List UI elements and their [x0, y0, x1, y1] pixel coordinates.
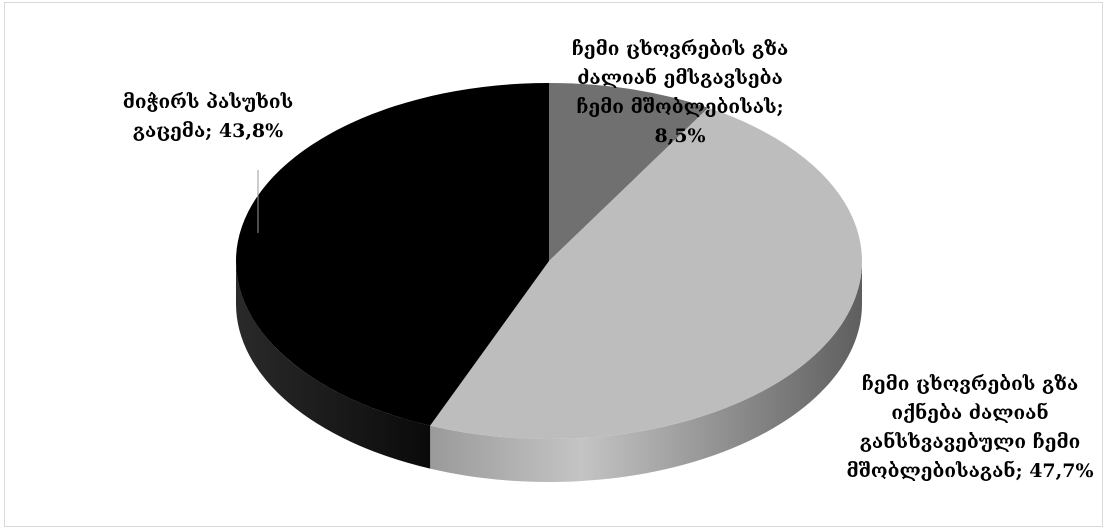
- slice-label-2: ჩემი ცხოვრების გზა იქნება ძალიან განსხვავე…: [846, 373, 1093, 482]
- slice-label-1: ჩემი ცხოვრების გზა ძალიან ემსგავსება ჩემი …: [572, 38, 788, 147]
- slice-label-line: ჩემი ცხოვრების გზა: [862, 373, 1078, 395]
- pie-slice-2: [430, 107, 862, 440]
- slice-label-line: ჩემი მშობლებისას;: [576, 96, 783, 118]
- slice-labels: ჩემი ცხოვრების გზა ძალიან ემსგავსება ჩემი …: [123, 38, 1094, 482]
- slice-label-line: ძალიან ემსგავსება: [577, 66, 783, 89]
- pie-side-3: [236, 261, 431, 469]
- pie-sides: [236, 261, 862, 482]
- slice-label-line: ჩემი ცხოვრების გზა: [572, 38, 788, 60]
- pie-slices: [235, 83, 862, 440]
- slice-label-3: მიჭირს პასუხის გაცემა; 43,8%: [123, 91, 293, 142]
- slice-label-line: განსხვავებული ჩემი: [860, 430, 1081, 453]
- slice-label-line: 8,5%: [654, 125, 705, 147]
- pie-side-2: [430, 261, 862, 482]
- pie-slice-1: [549, 83, 709, 261]
- slice-label-line: მიჭირს პასუხის: [123, 91, 293, 113]
- slice-label-line: იქნება ძალიან: [891, 401, 1048, 424]
- slice-label-line: მშობლებისაგან; 47,7%: [846, 459, 1093, 482]
- pie-slice-3: [235, 83, 550, 426]
- slice-label-line: გაცემა; 43,8%: [133, 120, 283, 142]
